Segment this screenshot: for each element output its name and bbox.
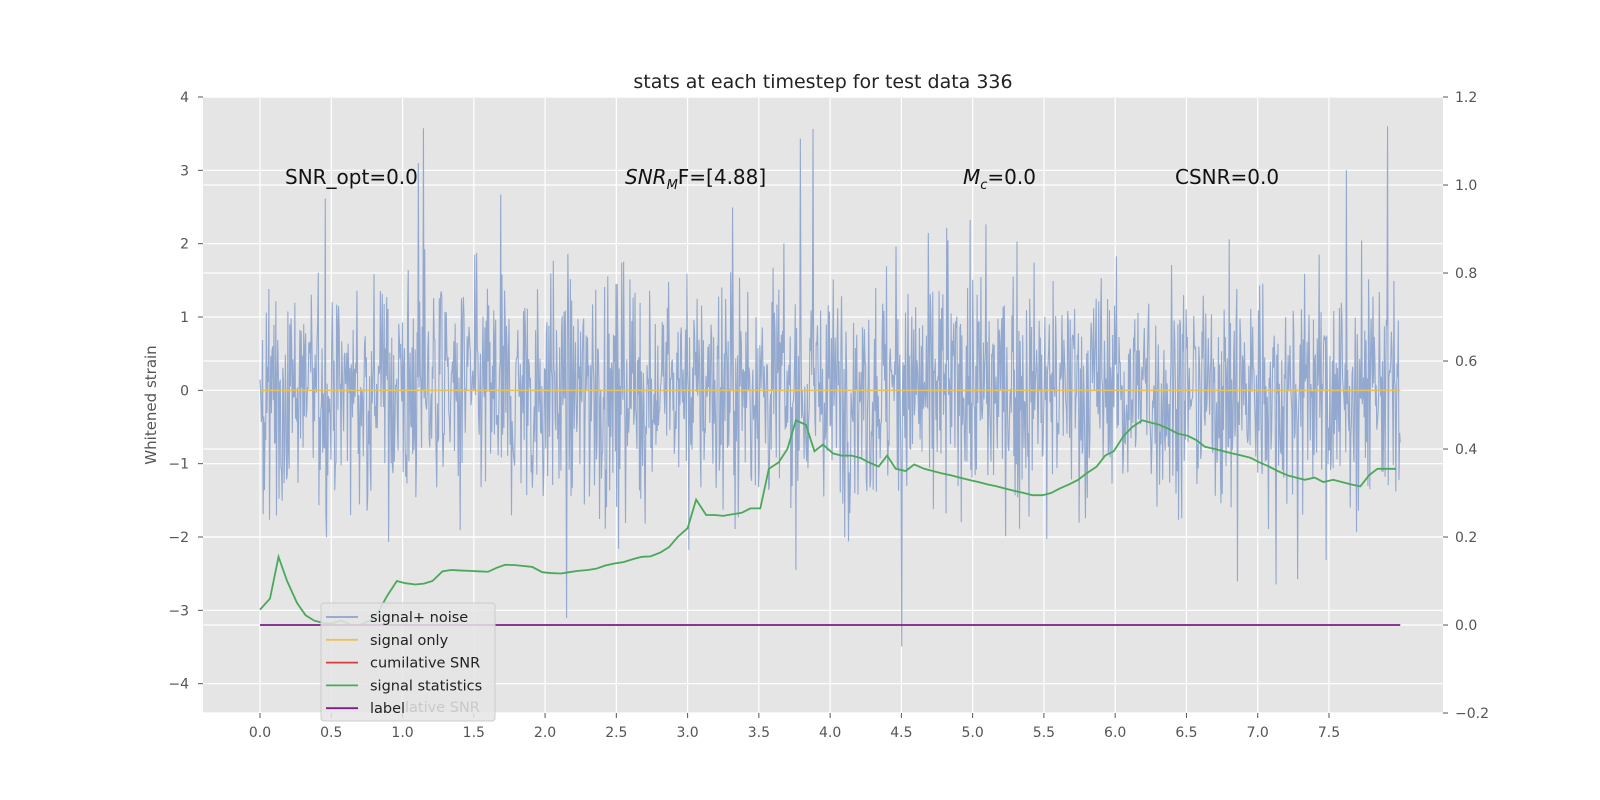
y-tick-label-3: 1 xyxy=(180,310,189,326)
legend-label-1: signal only xyxy=(370,633,449,649)
y2-tick-label-5: 0.2 xyxy=(1455,530,1477,546)
y-tick-label-6: −2 xyxy=(168,530,189,546)
y-tick-label-2: 2 xyxy=(180,237,189,253)
x-tick-label-10: 5.0 xyxy=(962,725,984,741)
legend-items: signal+ noise signal only cumilative SNR si… xyxy=(326,610,482,717)
y-tick-label-5: −1 xyxy=(168,457,189,473)
annotation-snr-mf: SNRMF=[4.88] xyxy=(625,165,766,193)
x-tick-label-14: 7.0 xyxy=(1247,725,1269,741)
x-tick-label-11: 5.5 xyxy=(1033,725,1055,741)
annotation-mc: Mc=0.0 xyxy=(963,165,1036,193)
x-tick-label-9: 4.5 xyxy=(890,725,912,741)
y-tick-label-8: −4 xyxy=(168,677,189,693)
legend-label-3: signal statistics xyxy=(370,678,482,694)
y-tick-label-7: −3 xyxy=(168,603,189,619)
y2-tick-label-6: 0.0 xyxy=(1455,618,1477,634)
series-signal-statistics xyxy=(259,419,1396,626)
legend-label-4: label xyxy=(370,701,405,717)
legend-box xyxy=(320,602,496,722)
x-tick-label-3: 1.5 xyxy=(463,725,485,741)
y2-tick-label-4: 0.4 xyxy=(1455,442,1477,458)
x-tick-label-2: 1.0 xyxy=(391,725,413,741)
x-tick-label-15: 7.5 xyxy=(1318,725,1340,741)
legend-label-2: cumilative SNR xyxy=(370,656,480,672)
annotation-snr-mf-rest: F=[4.88] xyxy=(678,165,766,189)
chart-title: stats at each timestep for test data 336 xyxy=(633,71,1012,93)
annotation-mc-base: M xyxy=(963,165,980,189)
legend-label-0: signal+ noise xyxy=(370,610,468,626)
y-tick-label-4: 0 xyxy=(180,383,189,399)
x-tick-label-13: 6.5 xyxy=(1175,725,1197,741)
annotation-snr-opt: SNR_opt=0.0 xyxy=(285,165,418,189)
y-tick-label-1: 3 xyxy=(180,163,189,179)
y-axis-label: Whitened strain xyxy=(142,345,160,464)
x-tick-label-12: 6.0 xyxy=(1104,725,1126,741)
x-tick-label-8: 4.0 xyxy=(819,725,841,741)
y2-tick-label-3: 0.6 xyxy=(1455,354,1477,370)
x-tick-label-7: 3.5 xyxy=(748,725,770,741)
y-tick-label-0: 4 xyxy=(180,90,189,106)
x-tick-label-0: 0.0 xyxy=(249,725,271,741)
y2-tick-label-7: −0.2 xyxy=(1455,706,1489,722)
y2-tick-label-0: 1.2 xyxy=(1455,90,1477,106)
annotation-csnr: CSNR=0.0 xyxy=(1175,165,1279,189)
x-tick-label-1: 0.5 xyxy=(320,725,342,741)
annotation-mc-rest: =0.0 xyxy=(987,165,1036,189)
x-tick-label-4: 2.0 xyxy=(534,725,556,741)
y2-axis-ticks: 1.2 1.0 0.8 0.6 0.4 0.2 0.0 −0.2 xyxy=(1443,90,1489,722)
annotation-snr-mf-base: SNR xyxy=(625,165,667,189)
legend-ghost-text: lative SNR xyxy=(405,700,480,716)
legend: lative SNR signal+ noise signal only cumil… xyxy=(320,602,496,722)
series-signal-noise xyxy=(259,126,1401,647)
y2-tick-label-1: 1.0 xyxy=(1455,178,1477,194)
y-axis-ticks: 4 3 2 1 0 −1 −2 −3 −4 xyxy=(168,90,203,693)
x-axis-ticks: 0.0 0.5 1.0 1.5 2.0 2.5 3.0 3.5 4.0 4.5 5.0 5.5 6.0 6… xyxy=(249,713,1340,741)
signal-noise-series xyxy=(259,126,1401,647)
annotation-snr-mf-sub: M xyxy=(667,178,678,193)
y2-tick-label-2: 0.8 xyxy=(1455,266,1477,282)
annotation-mc-sub: c xyxy=(980,178,987,193)
x-tick-label-6: 3.0 xyxy=(676,725,698,741)
x-tick-label-5: 2.5 xyxy=(605,725,627,741)
